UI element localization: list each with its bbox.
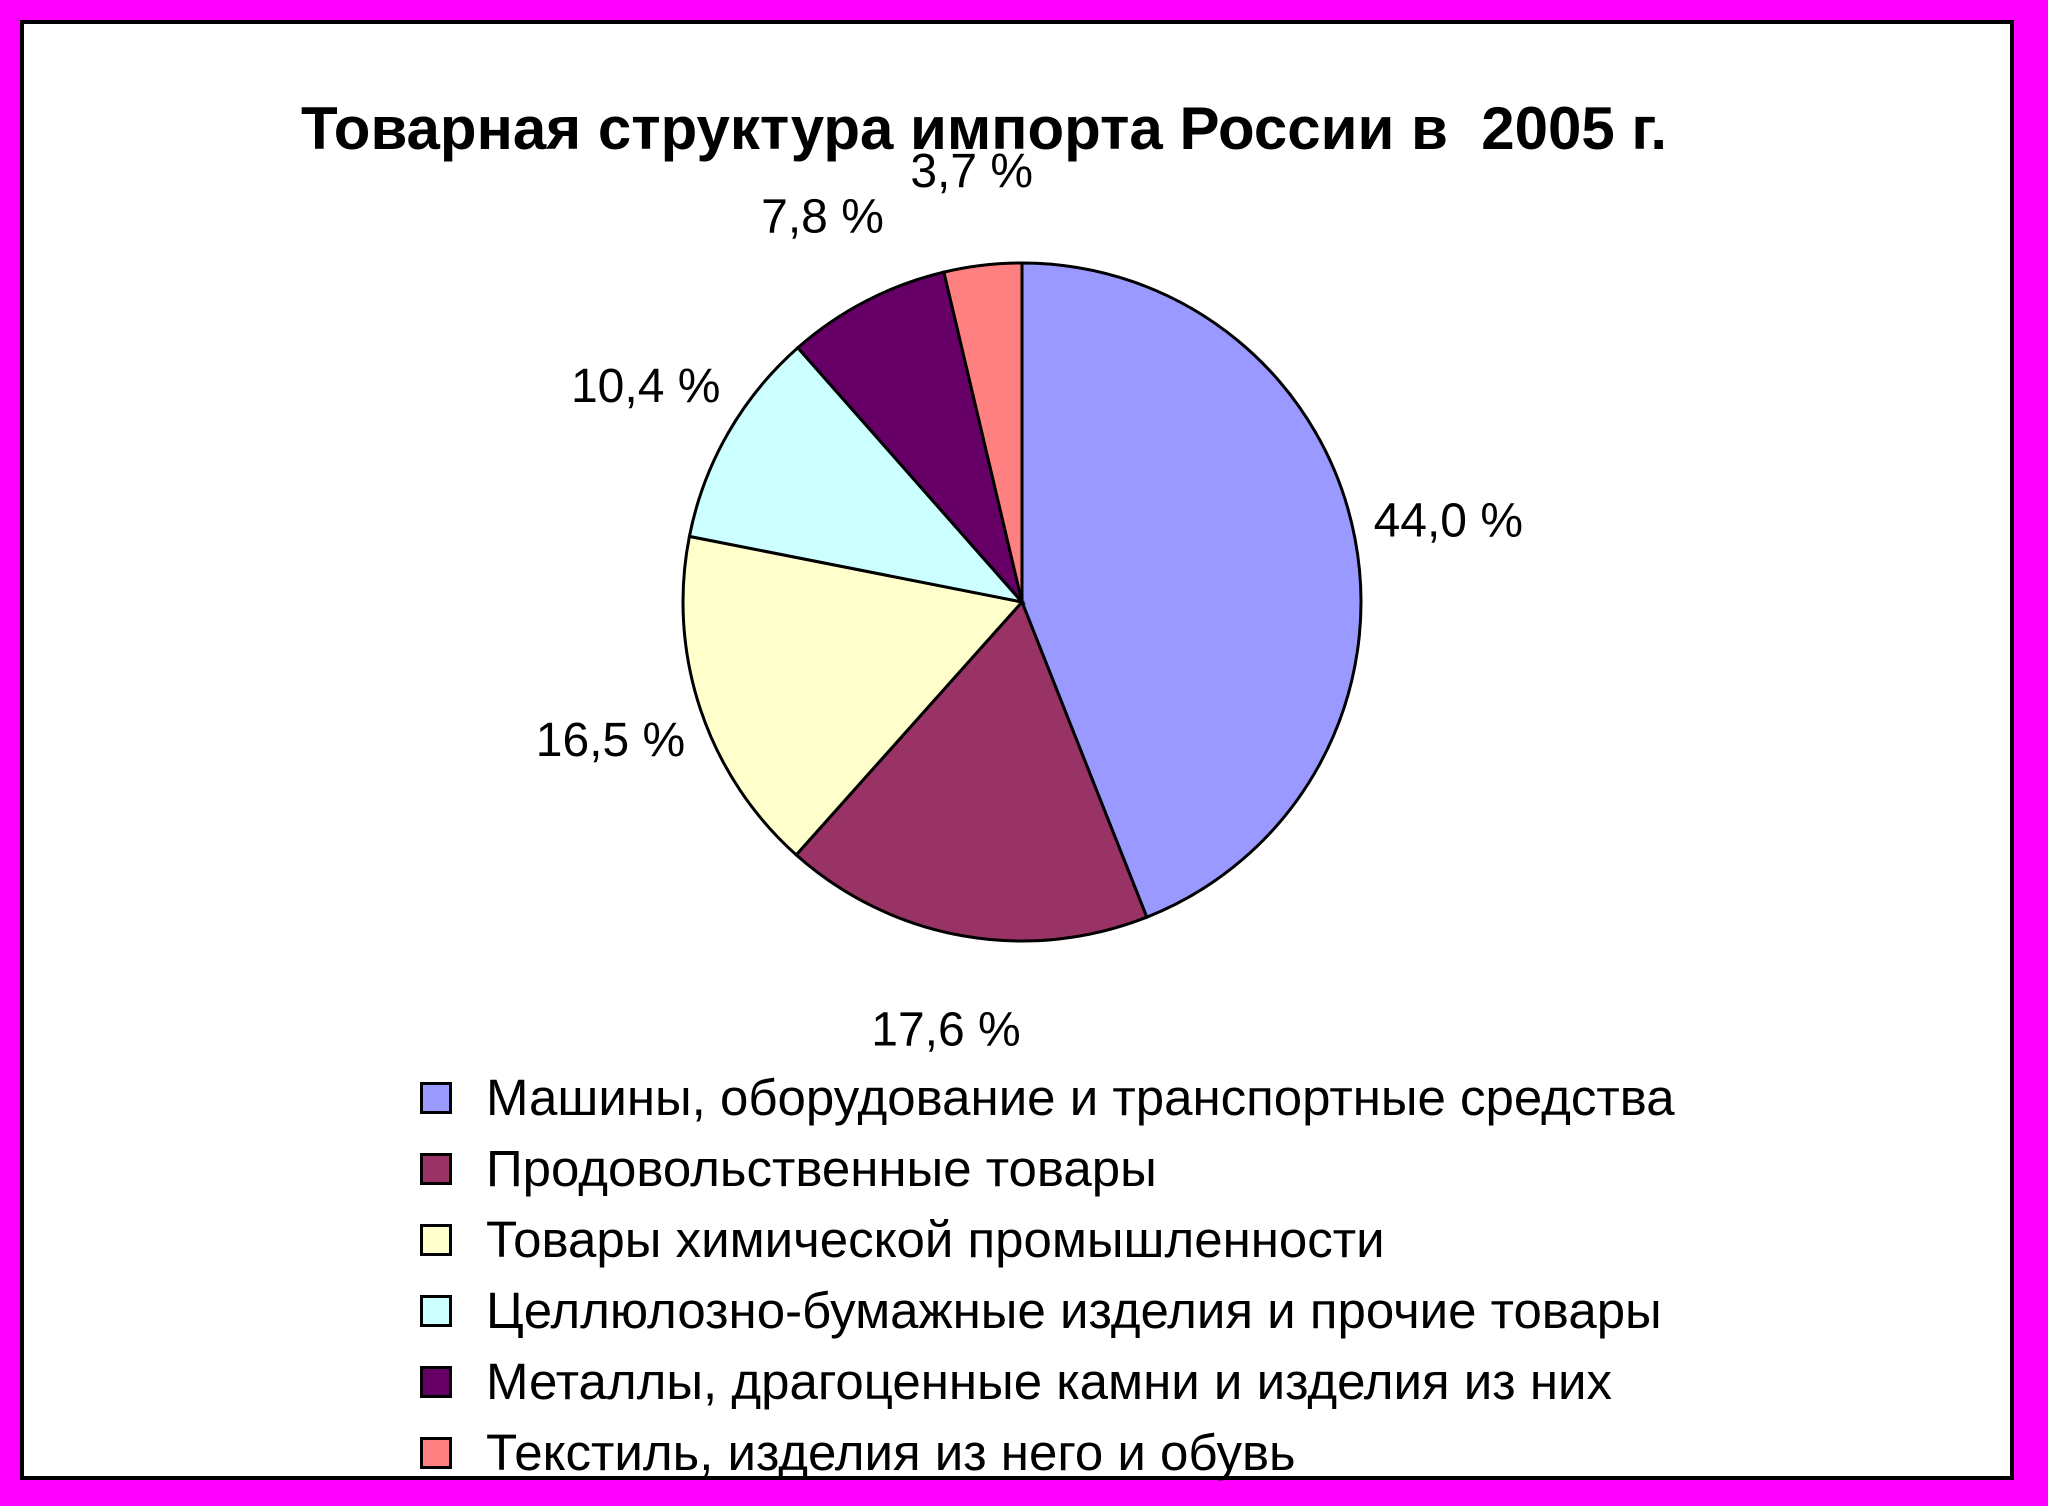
legend-swatch: [420, 1365, 452, 1398]
data-label: 7,8 %: [761, 191, 884, 244]
legend-label: Товары химической промышленности: [486, 1211, 1385, 1268]
legend-swatch: [420, 1081, 452, 1114]
legend-item-paper: Целлюлозно-бумажные изделия и прочие тов…: [420, 1275, 1675, 1346]
legend-label: Металлы, драгоценные камни и изделия из …: [486, 1353, 1612, 1410]
legend: Машины, оборудование и транспортные сред…: [420, 1062, 1675, 1488]
data-label: 44,0 %: [1374, 495, 1523, 548]
legend-label: Целлюлозно-бумажные изделия и прочие тов…: [486, 1282, 1662, 1339]
data-label: 17,6 %: [871, 1003, 1020, 1056]
legend-item-machinery: Машины, оборудование и транспортные сред…: [420, 1062, 1675, 1133]
pie-slices: [681, 261, 1363, 943]
chart-frame: Товарная структура импорта России в 2005…: [20, 20, 2014, 1481]
slice-metals: [795, 270, 1024, 603]
legend-swatch: [420, 1294, 452, 1327]
legend-label: Продовольственные товары: [486, 1140, 1157, 1197]
data-label: 3,7 %: [910, 145, 1033, 198]
slice-chemicals: [681, 534, 1025, 857]
legend-swatch: [420, 1436, 452, 1469]
slice-paper: [687, 345, 1027, 605]
slice-textile: [942, 261, 1024, 603]
chart-title: Товарная структура импорта России в 2005…: [300, 95, 1668, 162]
data-label: 10,4 %: [571, 360, 720, 413]
legend-label: Текстиль, изделия из него и обувь: [486, 1424, 1296, 1481]
data-label: 16,5 %: [536, 714, 685, 767]
legend-swatch: [420, 1223, 452, 1256]
data-labels: 44,0 % 17,6 % 16,5 % 10,4 % 7,8 % 3,7 %: [536, 145, 1523, 1056]
legend-item-food: Продовольственные товары: [420, 1133, 1675, 1204]
slice-machinery: [1020, 261, 1363, 920]
legend-item-metals: Металлы, драгоценные камни и изделия из …: [420, 1346, 1675, 1417]
legend-swatch: [420, 1152, 452, 1185]
legend-item-textile: Текстиль, изделия из него и обувь: [420, 1417, 1675, 1488]
legend-label: Машины, оборудование и транспортные сред…: [486, 1069, 1675, 1126]
pie-chart: 44,0 % 17,6 % 16,5 % 10,4 % 7,8 % 3,7 %: [536, 145, 1523, 1056]
slice-food: [794, 599, 1149, 943]
legend-item-chemicals: Товары химической промышленности: [420, 1204, 1675, 1275]
